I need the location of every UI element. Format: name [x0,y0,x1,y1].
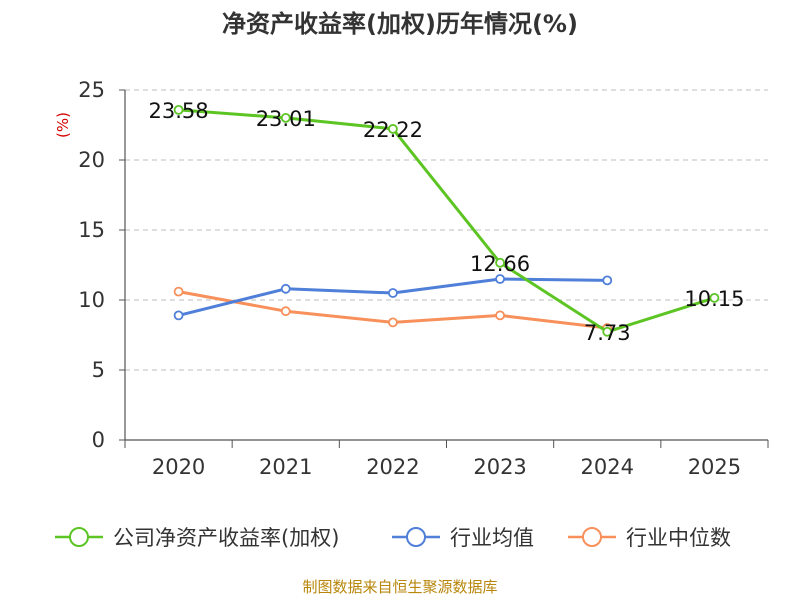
y-axis-label: (%) [54,112,72,138]
data-label-2021: 23.01 [256,107,316,131]
x-tick-label-2021: 2021 [259,455,312,479]
legend-label-2: 行业中位数 [626,526,731,550]
y-tick-label-5: 5 [92,358,105,382]
data-label-2024: 7.73 [584,321,631,345]
y-tick-label-10: 10 [78,288,105,312]
source-footer: 制图数据来自恒生聚源数据库 [302,578,497,596]
y-tick-label-20: 20 [78,148,105,172]
legend-label-1: 行业均值 [450,526,534,550]
series-line-0 [178,108,715,334]
y-tick-label-25: 25 [78,78,105,102]
series-2-point-2021 [280,306,291,317]
grid-layer [125,89,768,371]
data-label-2022: 22.22 [363,118,423,142]
x-tick-label-2020: 2020 [152,455,205,479]
series-1-point-2022 [388,288,398,298]
y-tick-label-0: 0 [92,428,105,452]
series-1-point-2020 [173,310,184,321]
series-0-point-2022 [388,124,398,134]
series-0-point-2020 [173,104,184,115]
data-label-2020: 23.58 [149,99,209,123]
y-tick-label-15: 15 [78,218,105,242]
series-1-point-2021 [280,283,291,294]
legend-marker-0 [69,527,89,547]
x-tick-label-2022: 2022 [366,455,419,479]
data-label-2025: 10.15 [684,287,744,311]
chart-title: 净资产收益率(加权)历年情况(%) [222,10,578,38]
legend-marker-2 [582,527,602,547]
x-tick-label-2023: 2023 [473,455,526,479]
data-label-layer: 23.58 23.01 22.22 12.66 7.73 10.15 [149,99,745,345]
series-2-point-2020 [173,286,184,297]
x-tick-label-2024: 2024 [581,455,634,479]
data-label-2023: 12.66 [470,252,530,276]
series-2-point-2022 [388,317,398,328]
legend: 公司净资产收益率(加权) 行业均值 行业中位数 [55,526,731,550]
x-tick-label-2025: 2025 [688,455,741,479]
series-1-point-2024 [602,275,613,286]
legend-label-0: 公司净资产收益率(加权) [113,526,339,550]
series-layer [173,104,720,337]
series-0-point-2024 [602,326,613,337]
series-0-point-2025 [709,292,720,303]
series-0-point-2021 [280,112,291,123]
series-0-point-2023 [495,257,505,268]
series-1-point-2023 [495,274,505,284]
legend-marker-1 [406,527,426,547]
series-2-point-2023 [495,310,505,321]
